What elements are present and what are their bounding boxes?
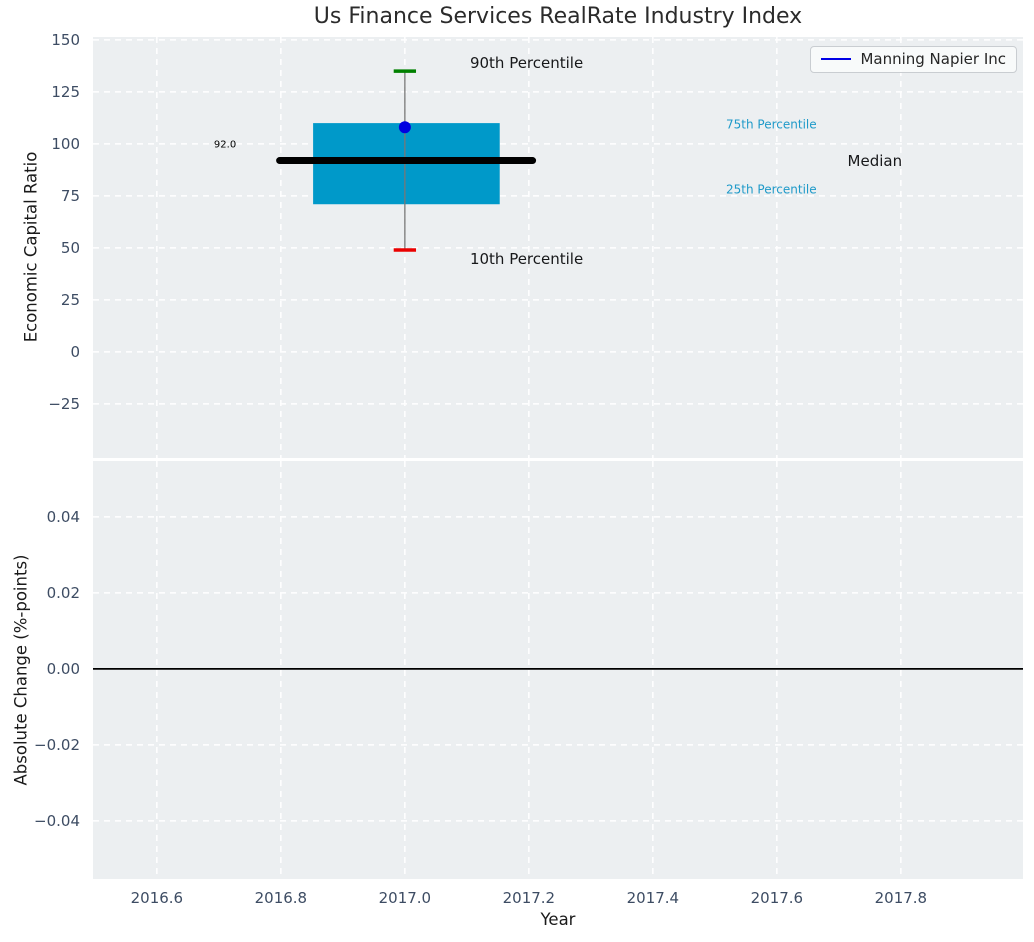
- y-tick-label: 50: [60, 238, 80, 257]
- y-tick-label: −25: [48, 394, 80, 413]
- axes-canvas: [93, 37, 1023, 458]
- top-axes: [93, 37, 1023, 458]
- y-tick-label: −0.02: [34, 735, 80, 754]
- y-tick-label: 0: [70, 342, 80, 361]
- legend-line-sample: [821, 58, 852, 60]
- y-tick-label: 0.04: [46, 507, 80, 526]
- x-tick-label: 2017.2: [502, 889, 556, 907]
- legend: Manning Napier Inc: [810, 46, 1017, 73]
- x-tick-label: 2016.6: [130, 889, 184, 907]
- x-tick-label: 2017.4: [626, 889, 680, 907]
- y-tick-label: 100: [51, 134, 80, 153]
- legend-entry-label: Manning Napier Inc: [860, 50, 1006, 68]
- y-tick-label: 75: [60, 186, 80, 205]
- annotation-median: Median: [847, 151, 903, 170]
- x-axis-label: Year: [540, 910, 576, 929]
- chart-title: Us Finance Services RealRate Industry In…: [313, 4, 803, 29]
- annotation-75th-percentile: 75th Percentile: [726, 117, 817, 132]
- y-tick-label: 0.00: [46, 659, 80, 678]
- y-tick-label: 150: [51, 30, 80, 49]
- y-tick-label: 125: [51, 82, 80, 101]
- y-tick-label: 0.02: [46, 583, 80, 602]
- x-tick-label: 2017.0: [378, 889, 432, 907]
- x-tick-label: 2016.8: [254, 889, 308, 907]
- bottom-axes: [93, 461, 1023, 879]
- annotation-90th-percentile: 90th Percentile: [469, 53, 584, 72]
- company-value-dot: [398, 121, 411, 134]
- annotation-92-0: 92.0: [213, 139, 237, 151]
- x-tick-label: 2017.8: [874, 889, 928, 907]
- annotation-10th-percentile: 10th Percentile: [469, 250, 584, 269]
- x-tick-label: 2017.6: [750, 889, 804, 907]
- annotation-25th-percentile: 25th Percentile: [726, 182, 817, 197]
- y-tick-label: −0.04: [34, 811, 80, 830]
- axes-canvas: [93, 461, 1023, 879]
- y-tick-label: 25: [60, 290, 80, 309]
